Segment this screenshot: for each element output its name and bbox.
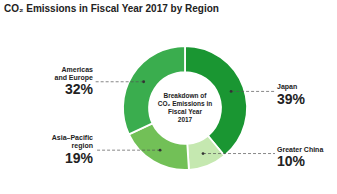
leader-line bbox=[203, 153, 275, 154]
leader-dot bbox=[142, 80, 145, 83]
slices bbox=[123, 46, 247, 170]
leader-dot bbox=[230, 90, 233, 93]
chart: CO₂ Emissions in Fiscal Year 2017 by Reg… bbox=[0, 0, 337, 194]
category-label-line: Greater China bbox=[277, 146, 323, 153]
title: CO₂ Emissions in Fiscal Year 2017 by Reg… bbox=[4, 3, 219, 14]
leader-line bbox=[95, 81, 144, 82]
category-label-line: Americas bbox=[61, 66, 93, 73]
leader-dot bbox=[202, 152, 205, 155]
center-text-line: Fiscal Year bbox=[168, 108, 202, 115]
leader-dot bbox=[159, 149, 162, 152]
center-text: Breakdown ofCO₂ Emissions inFiscal Year2… bbox=[158, 92, 213, 123]
leader-line bbox=[231, 91, 275, 92]
data-label: 32% bbox=[65, 81, 94, 97]
data-label: 19% bbox=[65, 150, 94, 166]
leader-line bbox=[95, 150, 160, 151]
category-label: Asia–Pacificregion bbox=[52, 134, 93, 150]
slice bbox=[187, 136, 224, 170]
data-label: 10% bbox=[277, 153, 306, 169]
slice bbox=[123, 46, 185, 134]
center-text-line: Breakdown of bbox=[164, 92, 208, 99]
labels: Japan39%Greater China10%Asia–Pacificregi… bbox=[52, 66, 324, 169]
category-label: Americasand Europe bbox=[54, 66, 93, 82]
category-label: Greater China bbox=[277, 146, 323, 153]
category-label-line: Asia–Pacific bbox=[52, 134, 93, 141]
center-text-line: CO₂ Emissions in bbox=[158, 100, 213, 107]
data-label: 39% bbox=[277, 91, 306, 107]
center-text-line: 2017 bbox=[178, 116, 193, 123]
